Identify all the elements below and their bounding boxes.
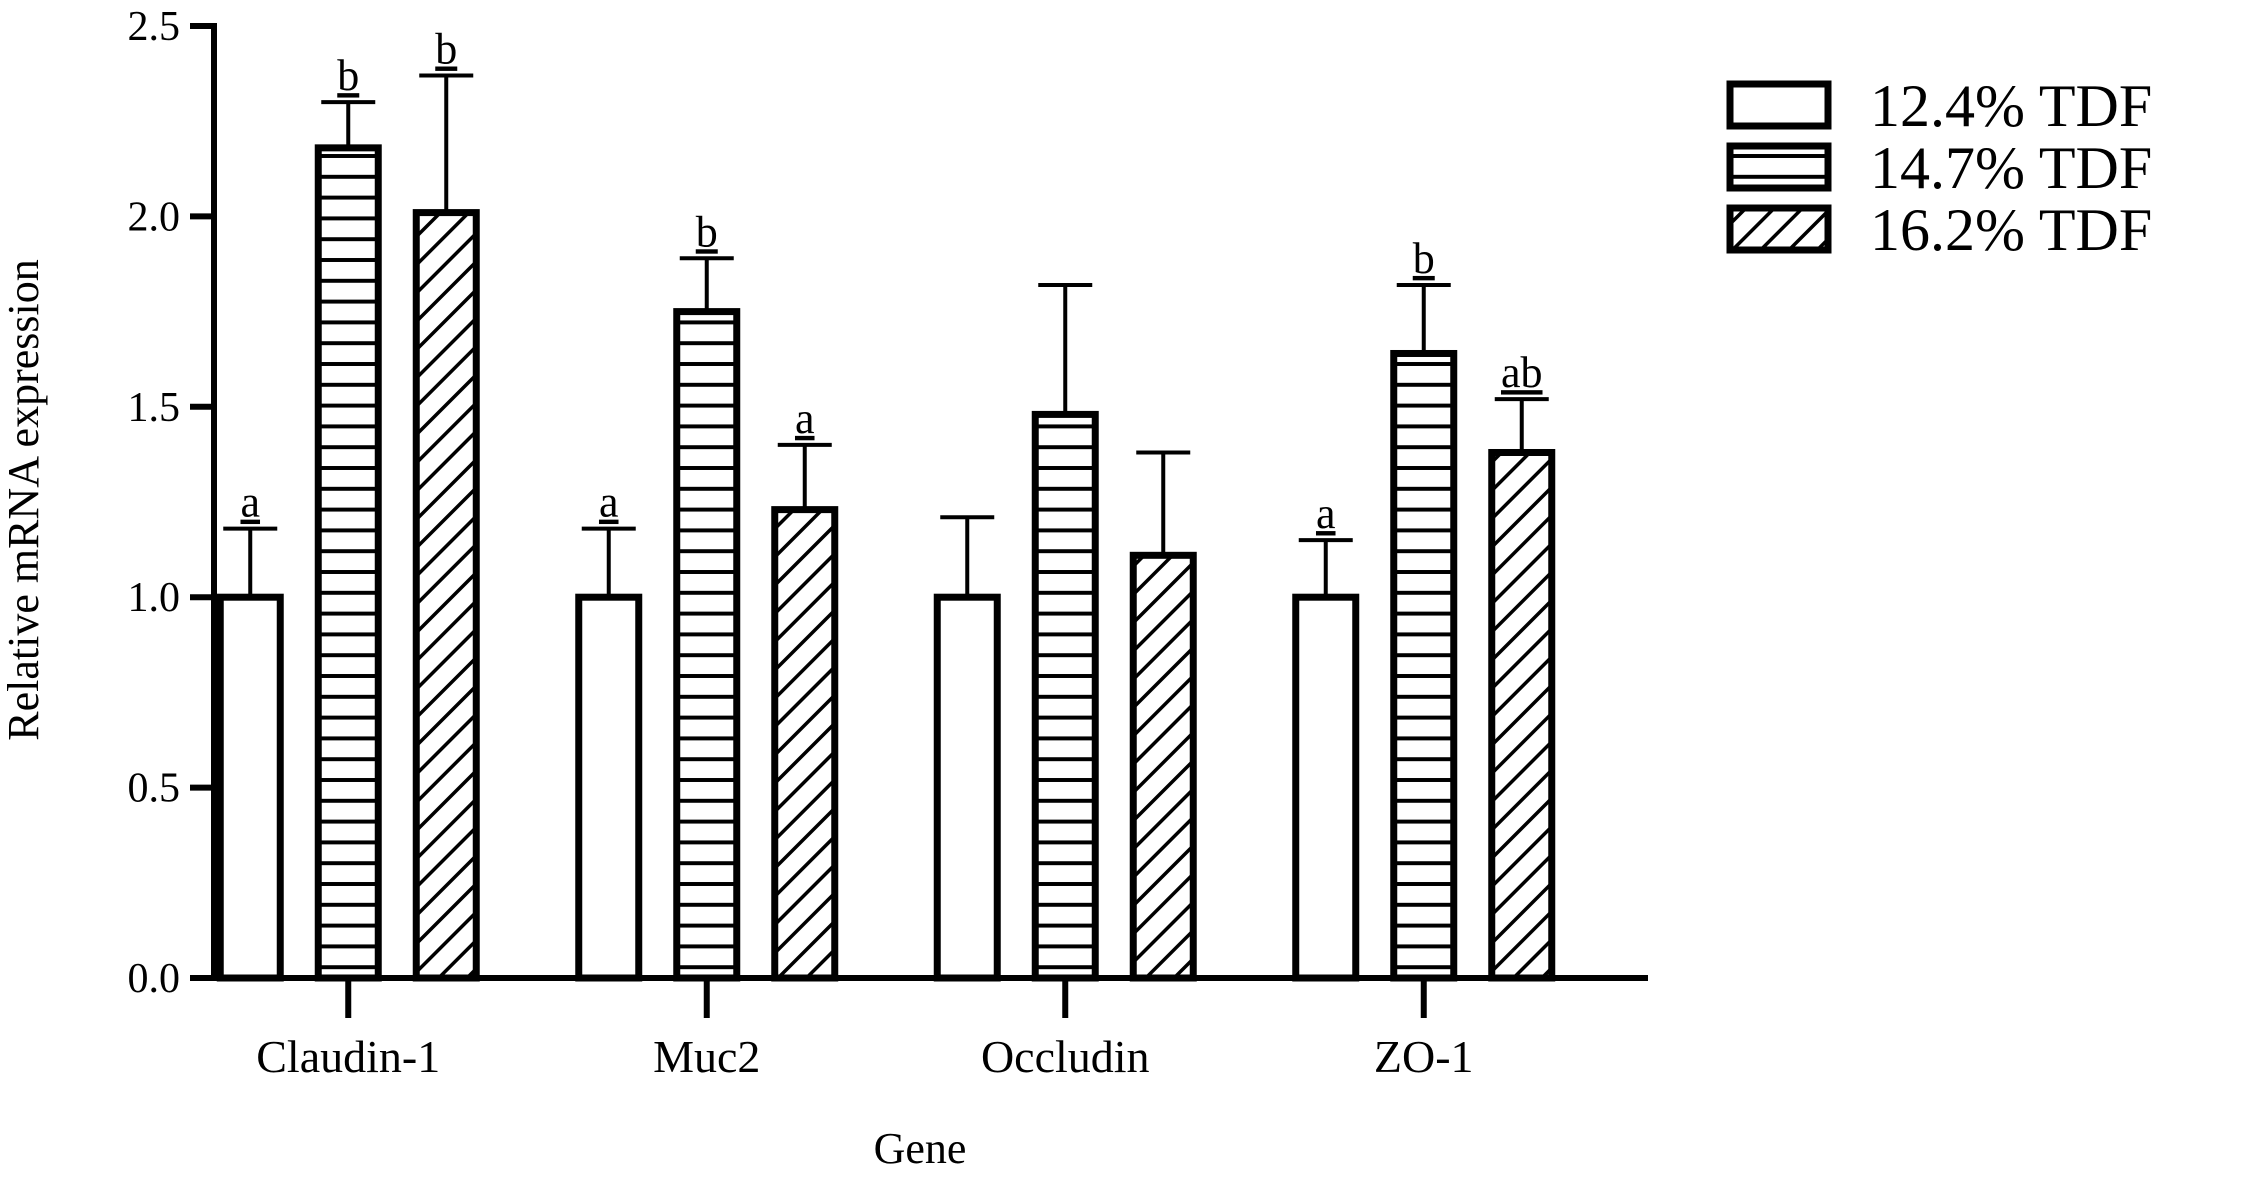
y-tick-label: 0.5 xyxy=(128,766,181,812)
legend-label: 12.4% TDF xyxy=(1870,73,2152,139)
y-tick-label: 1.5 xyxy=(128,385,181,431)
bar xyxy=(1031,410,1099,982)
y-tick-label: 0.0 xyxy=(128,956,181,1002)
bar xyxy=(216,593,284,982)
y-tick-label: 2.0 xyxy=(128,194,181,240)
significance-label: a xyxy=(240,478,260,527)
x-tick-label: Claudin-1 xyxy=(256,1031,440,1082)
bar xyxy=(412,209,480,982)
bar xyxy=(771,506,839,982)
x-tick-label: Muc2 xyxy=(653,1031,760,1082)
significance-label: b xyxy=(435,25,457,74)
significance-label: b xyxy=(337,51,359,100)
bar xyxy=(575,593,643,982)
legend-swatch xyxy=(1726,80,1832,130)
significance-label: b xyxy=(1413,234,1435,283)
y-axis-title: Relative mRNA expression xyxy=(0,259,48,741)
significance-label: a xyxy=(599,478,619,527)
bar xyxy=(1292,593,1360,982)
bar xyxy=(1488,448,1556,982)
legend-swatch xyxy=(1726,204,1832,254)
x-tick-label: Occludin xyxy=(981,1031,1150,1082)
significance-label: ab xyxy=(1501,348,1543,397)
legend-swatch xyxy=(1726,142,1832,192)
bar xyxy=(1390,349,1458,982)
y-tick-label: 2.5 xyxy=(128,4,181,50)
bar xyxy=(933,593,1001,982)
bar xyxy=(314,144,382,982)
y-tick-label: 1.0 xyxy=(128,575,181,621)
x-axis-title: Gene xyxy=(874,1124,967,1173)
legend-label: 14.7% TDF xyxy=(1870,135,2152,201)
significance-label: b xyxy=(696,207,718,256)
significance-label: a xyxy=(1316,489,1336,538)
legend-label: 16.2% TDF xyxy=(1870,197,2152,263)
bar xyxy=(673,308,741,982)
x-tick-label: ZO-1 xyxy=(1374,1031,1474,1082)
significance-label: a xyxy=(795,394,815,443)
bar xyxy=(1129,551,1197,982)
